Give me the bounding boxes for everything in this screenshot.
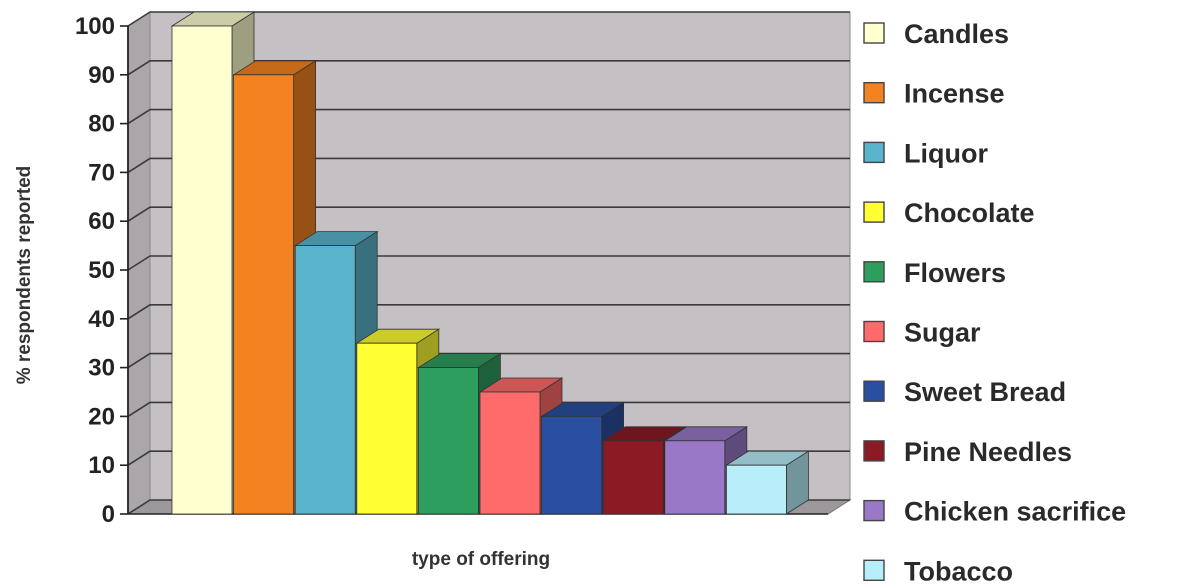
legend-swatch [863,261,885,283]
legend-label: Chicken sacrifice [904,497,1126,527]
legend-label: Pine Needles [904,437,1072,467]
legend-swatch [863,201,885,223]
y-tick-label: 10 [88,452,115,479]
legend-swatch [863,141,885,164]
legend: Candles Incense Liquor Chocolate Flowers Suga… [863,19,1126,586]
y-tick-label: 90 [88,62,115,89]
legend-swatch [863,559,885,581]
legend-item: Sugar [863,318,981,348]
y-tick-label: 100 [75,13,115,40]
y-axis-title: % respondents reported [14,166,35,385]
gridline [127,108,850,125]
bar-front [294,245,356,515]
bar-front [541,415,602,515]
bar-front [479,391,541,515]
y-tick-label: 70 [88,159,115,186]
bar-front [602,440,664,515]
legend-label: Tobacco [904,556,1013,586]
y-tick-label: 40 [88,306,115,333]
legend-swatch [863,320,885,343]
bar-front [726,464,787,515]
legend-swatch [863,81,885,104]
gridlines [127,11,850,515]
legend-item: Pine Needles [863,437,1072,467]
legend-swatch [863,499,885,522]
bar-front [233,74,295,515]
y-tick-label: 0 [102,501,115,528]
legend-item: Chocolate [863,198,1035,228]
gridline [127,157,850,174]
legend-item: Chicken sacrifice [863,497,1126,527]
legend-item: Liquor [863,138,988,168]
bar-front [417,367,479,515]
x-axis-title: type of offering [412,549,550,570]
legend-item: Incense [863,79,1005,109]
legend-label: Flowers [904,258,1006,288]
legend-swatch [863,440,885,462]
legend-label: Liquor [904,138,988,168]
y-tick-label: 50 [88,257,115,284]
legend-swatch [863,380,885,402]
legend-item: Flowers [863,258,1006,288]
bar-front [171,25,233,515]
legend-item: Sweet Bread [863,377,1066,407]
bar-front [664,440,726,515]
y-tick-label: 80 [88,111,115,138]
gridline [127,352,850,369]
gridline [127,59,850,76]
legend-label: Chocolate [904,198,1035,228]
legend-swatch [863,22,885,44]
bars [170,11,810,515]
gridline [127,11,850,27]
legend-label: Candles [904,19,1009,49]
legend-label: Sugar [904,318,981,348]
legend-item: Candles [863,19,1009,49]
bar [725,450,810,515]
gridline [127,303,850,320]
y-tick-label: 30 [88,355,115,382]
y-tick-label: 20 [88,403,115,430]
gridline [127,206,850,222]
legend-item: Tobacco [863,556,1013,586]
legend-label: Incense [904,79,1005,109]
gridline [127,255,850,271]
legend-label: Sweet Bread [904,377,1066,407]
bar-front [356,342,418,515]
y-tick-label: 60 [88,208,115,235]
